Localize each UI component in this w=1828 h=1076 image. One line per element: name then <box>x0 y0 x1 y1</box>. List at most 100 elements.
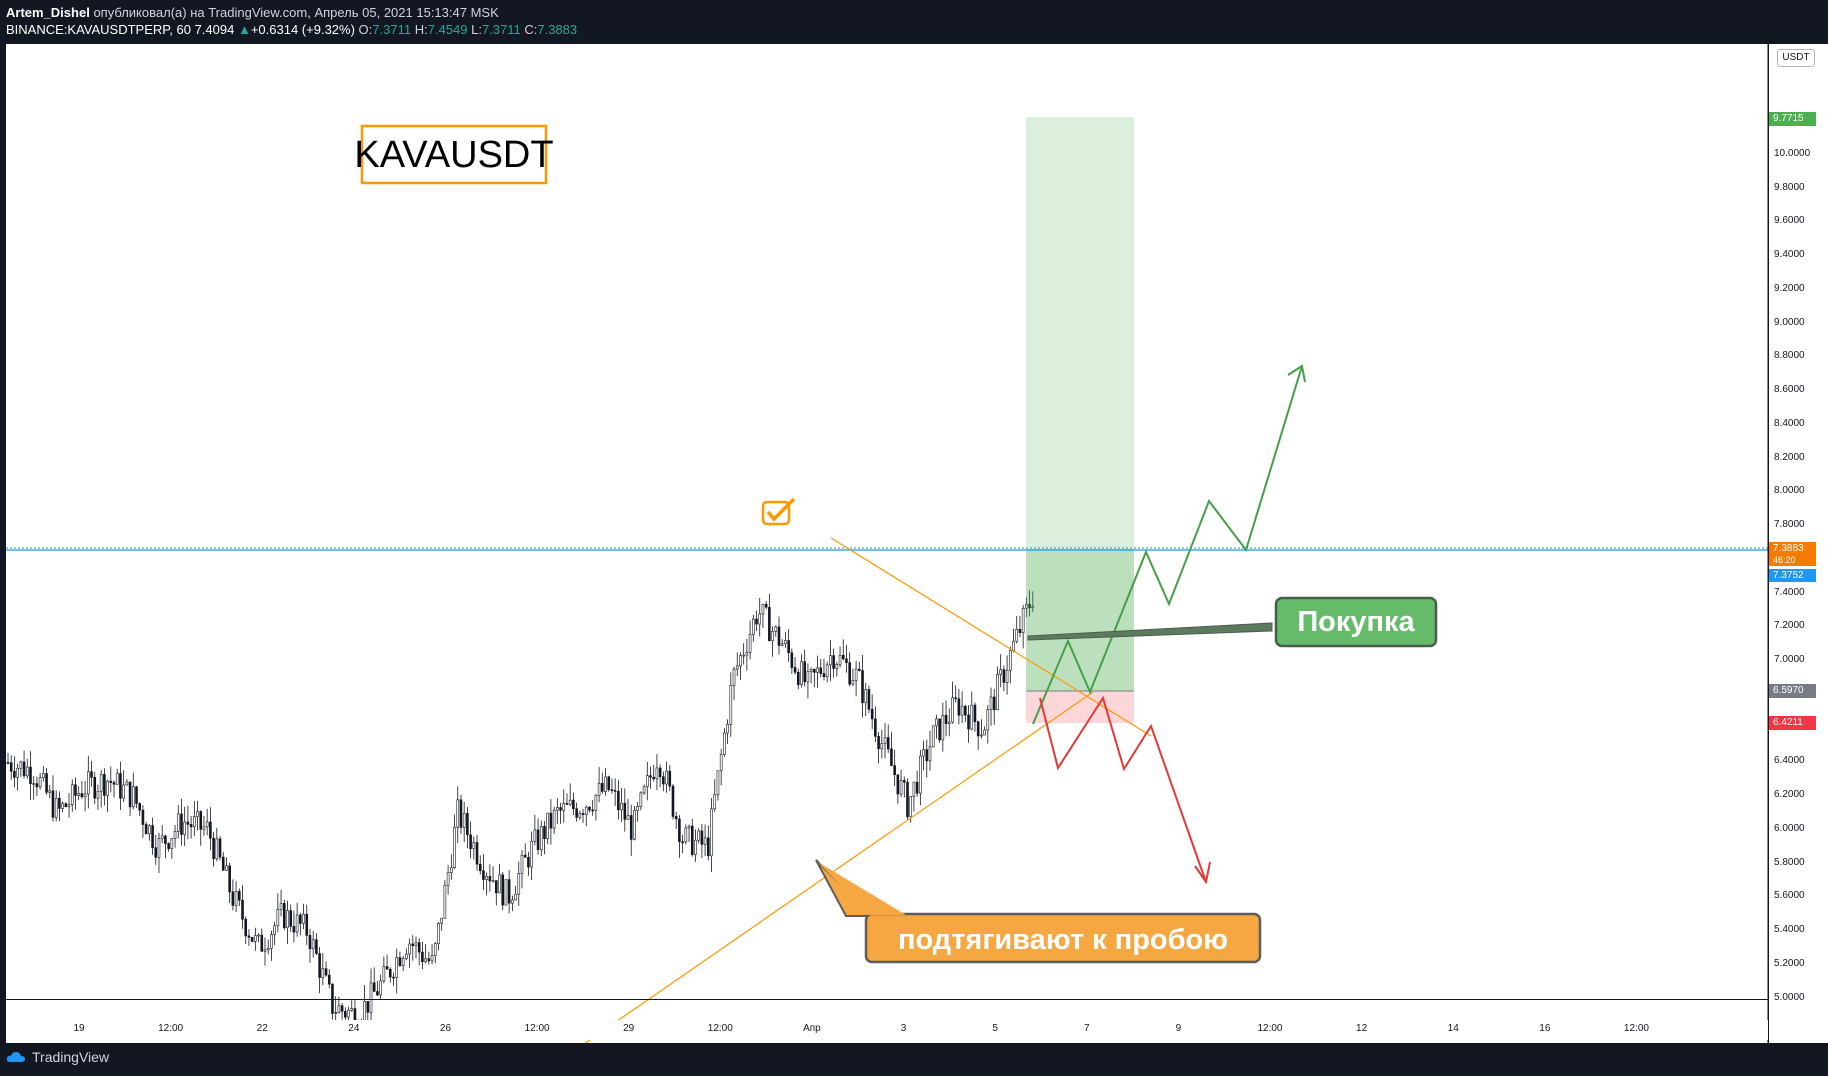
candle-body <box>344 1011 347 1018</box>
chart-area[interactable]: KAVAUSDT Покупка подтягивают к пробою <box>6 44 1769 1057</box>
candle-body <box>119 773 122 799</box>
candle-body <box>1031 606 1035 609</box>
candle-body <box>800 661 803 685</box>
price-chart[interactable]: KAVAUSDT Покупка подтягивают к пробою <box>6 44 1769 1045</box>
candle-body <box>141 809 145 825</box>
currency-button[interactable]: USDT <box>1777 49 1815 67</box>
candle-body <box>517 873 521 895</box>
candle-body <box>154 847 158 858</box>
candle-body <box>562 803 566 811</box>
price-tick-label: 8.2000 <box>1774 451 1805 463</box>
candle-body <box>1018 628 1022 633</box>
long-position-profit-zone[interactable] <box>1026 117 1134 691</box>
candle-body <box>645 775 649 788</box>
candle-body <box>536 829 540 850</box>
candle-body <box>960 705 964 716</box>
candle-body <box>787 640 790 653</box>
candle-body <box>813 669 816 673</box>
bearish-scenario-path[interactable] <box>1039 695 1207 883</box>
candle-body <box>858 668 861 671</box>
price-axis[interactable]: USDT 10.0000 9.8000 9.6000 9.4000 9.2000 9.00… <box>1768 44 1828 1043</box>
candle-body <box>35 783 39 788</box>
candle-body <box>578 813 582 818</box>
candle-body <box>453 827 456 869</box>
candle-body <box>270 934 273 949</box>
candle-body <box>793 667 797 673</box>
candle-body <box>93 777 97 799</box>
triangle-lower-line[interactable] <box>583 691 1094 1045</box>
candle-body <box>546 812 550 840</box>
candle-body <box>295 914 299 933</box>
time-tick-label: 12:00 <box>1623 1023 1649 1034</box>
author-name[interactable]: Artem_Dishel <box>6 5 90 20</box>
candle-body <box>257 934 260 937</box>
price-tick-label: 7.0000 <box>1774 654 1805 666</box>
candle-body <box>594 795 598 811</box>
price-tick-label: 7.8000 <box>1774 519 1805 531</box>
candle-body <box>382 966 386 982</box>
candle-body <box>919 755 922 794</box>
price-tick-label: 10.0000 <box>1774 147 1811 159</box>
candle-body <box>928 746 932 762</box>
candle-body <box>893 765 896 775</box>
candle-body <box>996 674 999 711</box>
candle-body <box>421 951 424 963</box>
candle-body <box>530 841 533 868</box>
candle-body <box>456 799 460 828</box>
candle-body <box>112 782 116 785</box>
candle-body <box>398 957 402 966</box>
candle-body <box>45 773 48 793</box>
open-value: 7.3711 <box>372 22 412 37</box>
candle-body <box>504 879 508 906</box>
candle-body <box>244 918 248 937</box>
candle-body <box>870 708 874 720</box>
candle-body <box>54 798 58 818</box>
candle-body <box>861 670 864 704</box>
buy-callout[interactable]: Покупка <box>1027 596 1438 648</box>
time-axis[interactable] <box>6 999 1768 1028</box>
candle-body <box>886 737 890 750</box>
candle-body <box>848 662 851 685</box>
candle-body <box>273 925 276 935</box>
price-tick-label: 6.2000 <box>1774 789 1805 801</box>
price-tick-label: 8.6000 <box>1774 384 1805 396</box>
candle-body <box>758 613 762 625</box>
candle-body <box>77 793 80 796</box>
candle-body <box>87 771 90 795</box>
candle-body <box>70 784 74 805</box>
candle-body <box>539 826 543 850</box>
candle-body <box>299 914 302 924</box>
candle-body <box>845 658 848 663</box>
brand-name: TradingView <box>32 1049 110 1065</box>
candle-body <box>642 786 646 794</box>
candle-body <box>1002 669 1006 683</box>
candle-body <box>392 976 395 979</box>
candle-body <box>196 811 199 817</box>
candle-body <box>931 725 935 748</box>
candle-body <box>588 806 591 811</box>
tradingview-logo[interactable]: TradingView <box>6 1049 109 1065</box>
candle-body <box>790 652 794 668</box>
price-tick-label: 7.2000 <box>1774 620 1805 632</box>
candle-body <box>180 813 183 835</box>
breakout-callout[interactable]: подтягивают к пробою <box>815 859 1262 964</box>
bullish-scenario-path[interactable] <box>1032 365 1303 725</box>
candle-body <box>250 937 254 942</box>
candle-body <box>238 891 241 901</box>
candle-body <box>90 771 93 778</box>
candle-body <box>144 824 148 835</box>
candle-body <box>1021 607 1025 633</box>
candle-body <box>443 884 447 919</box>
price-tick-label: 8.0000 <box>1774 485 1805 497</box>
candle-body <box>610 789 614 791</box>
candle-body <box>401 958 405 966</box>
candle-body <box>729 685 733 725</box>
candle-body <box>565 803 569 805</box>
triangle-upper-line[interactable] <box>830 537 1152 737</box>
candle-body <box>241 899 244 920</box>
candle-body <box>151 825 154 849</box>
candle-body <box>209 821 212 839</box>
candle-body <box>572 799 575 810</box>
candle-body <box>266 948 270 951</box>
title-box[interactable]: KAVAUSDT <box>354 124 554 185</box>
